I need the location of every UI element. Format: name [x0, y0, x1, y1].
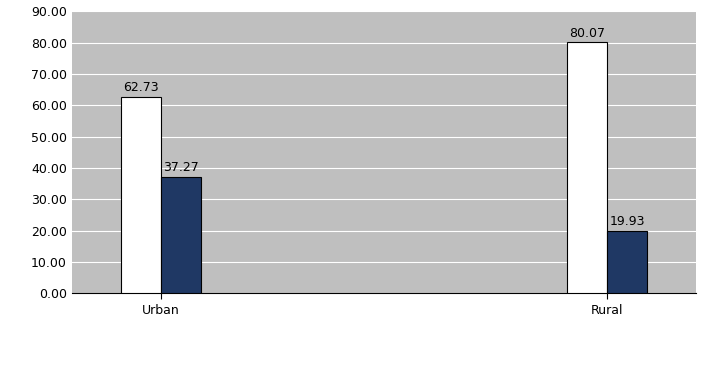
Bar — [567, 42, 607, 293]
Bar — [161, 176, 201, 293]
Text: 19.93: 19.93 — [610, 215, 645, 228]
Text: 80.07: 80.07 — [569, 27, 605, 40]
Text: 37.27: 37.27 — [163, 161, 199, 174]
Text: 62.73: 62.73 — [123, 81, 159, 94]
Bar — [121, 97, 161, 293]
Bar — [607, 231, 648, 293]
